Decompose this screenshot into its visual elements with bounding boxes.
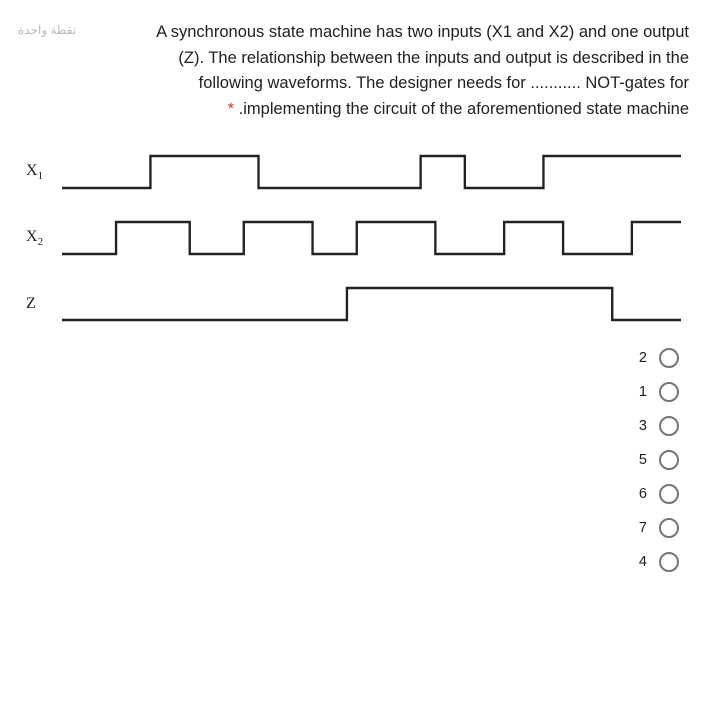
points-label: نقطة واحدة	[18, 20, 76, 37]
radio-icon[interactable]	[659, 518, 679, 538]
question-line-2: (Z). The relationship between the inputs…	[178, 49, 689, 67]
waveform-signal	[62, 282, 681, 326]
option-5[interactable]: 5	[639, 450, 679, 470]
option-label: 4	[639, 554, 647, 570]
required-marker: *	[228, 100, 234, 118]
radio-icon[interactable]	[659, 348, 679, 368]
option-7[interactable]: 7	[639, 518, 679, 538]
option-4[interactable]: 4	[639, 552, 679, 572]
option-2[interactable]: 2	[639, 348, 679, 368]
question-card: نقطة واحدة A synchronous state machine h…	[0, 0, 717, 592]
waveform-label: X1	[26, 162, 62, 182]
options-group: 2 1 3 5 6 7 4	[18, 348, 689, 572]
waveform-row-z: Z	[26, 282, 681, 326]
question-line-3: following waveforms. The designer needs …	[199, 74, 689, 92]
question-text: A synchronous state machine has two inpu…	[86, 20, 689, 122]
option-6[interactable]: 6	[639, 484, 679, 504]
radio-icon[interactable]	[659, 484, 679, 504]
waveform-signal	[62, 216, 681, 260]
option-label: 2	[639, 350, 647, 366]
waveform-signal	[62, 150, 681, 194]
radio-icon[interactable]	[659, 382, 679, 402]
waveform-row-x1: X1	[26, 150, 681, 194]
radio-icon[interactable]	[659, 416, 679, 436]
question-line-4: .implementing the circuit of the aforeme…	[239, 100, 689, 118]
waveform-label: X2	[26, 228, 62, 248]
option-1[interactable]: 1	[639, 382, 679, 402]
waveform-label: Z	[26, 295, 62, 313]
option-label: 7	[639, 520, 647, 536]
radio-icon[interactable]	[659, 552, 679, 572]
option-label: 5	[639, 452, 647, 468]
option-label: 6	[639, 486, 647, 502]
waveform-diagram: X1 X2 Z	[26, 150, 681, 326]
waveform-row-x2: X2	[26, 216, 681, 260]
option-label: 1	[639, 384, 647, 400]
option-3[interactable]: 3	[639, 416, 679, 436]
radio-icon[interactable]	[659, 450, 679, 470]
option-label: 3	[639, 418, 647, 434]
question-header: نقطة واحدة A synchronous state machine h…	[18, 20, 689, 122]
question-line-1: A synchronous state machine has two inpu…	[156, 23, 689, 41]
